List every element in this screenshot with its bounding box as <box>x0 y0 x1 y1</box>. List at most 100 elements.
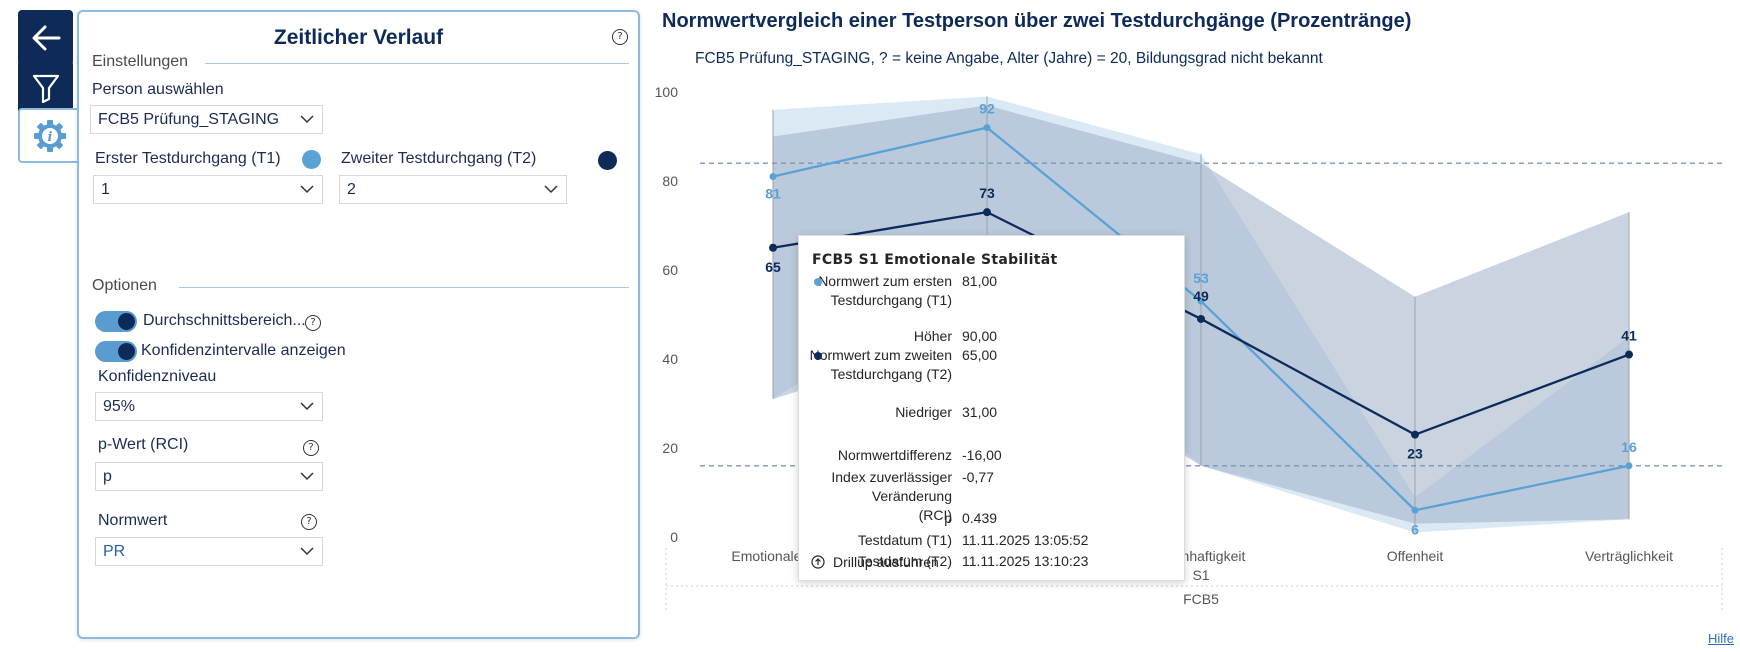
tooltip-row-label: p <box>944 510 952 526</box>
tooltip-title: FCB5 S1 Emotionale Stabilität <box>812 252 1058 268</box>
chart-subtitle: FCB5 Prüfung_STAGING, ? = keine Angabe, … <box>695 50 1323 67</box>
optionen-label: Optionen <box>92 277 157 294</box>
settings-tab-button[interactable]: i <box>18 108 79 163</box>
normwert-label: Normwert <box>98 512 168 529</box>
data-label-t1: 53 <box>1193 270 1209 286</box>
optionen-divider <box>179 287 629 288</box>
back-arrow-icon <box>32 25 60 50</box>
chevron-down-icon <box>544 185 558 194</box>
data-point-t2 <box>1411 430 1419 439</box>
tooltip-row-label: Normwert zum zweiten Testdurchgang (T2) <box>809 347 952 382</box>
data-label-t1: 16 <box>1621 439 1637 455</box>
data-point-t2 <box>1625 350 1633 359</box>
t1-dropdown[interactable]: 1 <box>93 175 323 204</box>
normwert-dropdown[interactable]: PR <box>95 537 323 566</box>
data-label-t2: 73 <box>979 185 995 201</box>
einstellungen-label: Einstellungen <box>92 53 189 70</box>
panel-title: Zeitlicher Verlauf <box>273 26 444 49</box>
tooltip-row-label: Testdatum (T2) <box>857 553 952 569</box>
t1-color-dot <box>302 150 321 169</box>
durchschnitt-toggle[interactable] <box>95 311 137 332</box>
drillup-label: Drillup ausführen <box>833 554 939 570</box>
tooltip-row-value: 31,00 <box>962 404 998 420</box>
t1-label: Erster Testdurchgang (T1) <box>95 150 281 167</box>
tooltip-row-value: 65,00 <box>962 347 998 363</box>
data-point-t1 <box>983 124 991 132</box>
einstellungen-divider <box>205 63 629 64</box>
durchschnitt-label: Durchschnittsbereich... <box>143 312 306 329</box>
tooltip-row-value: 81,00 <box>962 273 998 289</box>
chevron-down-icon <box>300 115 314 124</box>
help-icon[interactable]: ? <box>301 514 317 530</box>
tooltip-row-label: Index zuverlässiger Veränderung (RCI) <box>831 469 952 523</box>
y-tick-label: 40 <box>662 351 678 367</box>
data-label-t2: 41 <box>1621 328 1637 344</box>
filter-icon <box>32 74 59 103</box>
tooltip-row-value: 90,00 <box>962 328 998 344</box>
person-label: Person auswählen <box>92 81 224 98</box>
konfidenz-label: Konfidenzintervalle anzeigen <box>141 342 346 359</box>
tooltip-row-label: Normwertdifferenz <box>837 447 952 463</box>
settings-panel: Zeitlicher Verlauf ? Einstellungen Perso… <box>77 10 640 639</box>
pwert-dropdown[interactable]: p <box>95 462 323 491</box>
y-tick-label: 100 <box>655 84 679 100</box>
pwert-value: p <box>103 468 112 485</box>
tooltip-row-value: 11.11.2025 13:10:23 <box>962 553 1089 569</box>
drillup-button[interactable]: Drillup ausführen <box>811 554 939 570</box>
konfidenz-toggle[interactable] <box>95 341 137 362</box>
data-label-t1: 6 <box>1411 521 1419 537</box>
t2-legend-dot <box>814 352 822 360</box>
help-icon[interactable]: ? <box>303 440 319 456</box>
data-label-t1: 81 <box>765 186 781 202</box>
x-tick-label: Verträglichkeit <box>1585 548 1673 564</box>
konfidenzniveau-label: Konfidenzniveau <box>98 368 217 385</box>
filter-button[interactable] <box>18 60 73 115</box>
tooltip-row-label: Niedriger <box>895 404 952 420</box>
person-dropdown[interactable]: FCB5 Prüfung_STAGING <box>90 105 323 134</box>
chevron-down-icon <box>300 185 314 194</box>
x-group-label: FCB5 <box>1183 591 1219 607</box>
t2-color-dot <box>598 151 617 170</box>
svg-text:i: i <box>47 130 52 145</box>
y-tick-label: 20 <box>662 440 678 456</box>
t1-value: 1 <box>101 181 110 198</box>
arrow-up-circle-icon <box>811 555 825 569</box>
settings-info-icon: i <box>33 119 66 152</box>
data-point-t1 <box>1411 506 1419 514</box>
data-label-t2: 23 <box>1407 446 1423 462</box>
data-point-t1 <box>1625 462 1633 470</box>
hilfe-link[interactable]: Hilfe <box>1708 631 1735 646</box>
data-point-t1 <box>1197 297 1205 305</box>
pwert-label: p-Wert (RCI) <box>98 436 189 453</box>
data-label-t2: 49 <box>1193 288 1209 304</box>
y-tick-label: 80 <box>662 173 678 189</box>
data-point-t2 <box>769 243 777 252</box>
tooltip-row-value: -16,00 <box>962 447 1002 463</box>
x-tick-label: S1 <box>1192 567 1209 583</box>
chart-tooltip: FCB5 S1 Emotionale Stabilität Normwert z… <box>798 235 1185 581</box>
x-tick-label: Emotionale S <box>731 548 814 564</box>
back-button[interactable] <box>18 10 73 65</box>
data-label-t1: 92 <box>979 101 995 117</box>
person-value: FCB5 Prüfung_STAGING <box>98 111 280 128</box>
help-icon[interactable]: ? <box>612 29 628 45</box>
t2-dropdown[interactable]: 2 <box>339 175 567 204</box>
data-point-t2 <box>1197 314 1205 323</box>
chevron-down-icon <box>300 402 314 411</box>
t2-label: Zweiter Testdurchgang (T2) <box>341 150 537 167</box>
normwert-value: PR <box>103 543 126 560</box>
tooltip-row-value: -0,77 <box>962 469 994 485</box>
data-point-t2 <box>983 208 991 217</box>
help-icon[interactable]: ? <box>305 315 321 331</box>
tooltip-row-value: 11.11.2025 13:05:52 <box>962 532 1089 548</box>
tooltip-row-value: 0.439 <box>962 510 998 526</box>
konfidenzniveau-value: 95% <box>103 398 136 415</box>
tooltip-row-label: Normwert zum ersten Testdurchgang (T1) <box>818 273 952 308</box>
chevron-down-icon <box>300 472 314 481</box>
y-tick-label: 60 <box>662 262 678 278</box>
y-tick-label: 0 <box>670 529 678 545</box>
konfidenzniveau-dropdown[interactable]: 95% <box>95 392 323 421</box>
chart-title: Normwertvergleich einer Testperson über … <box>662 10 1412 32</box>
chevron-down-icon <box>300 547 314 556</box>
